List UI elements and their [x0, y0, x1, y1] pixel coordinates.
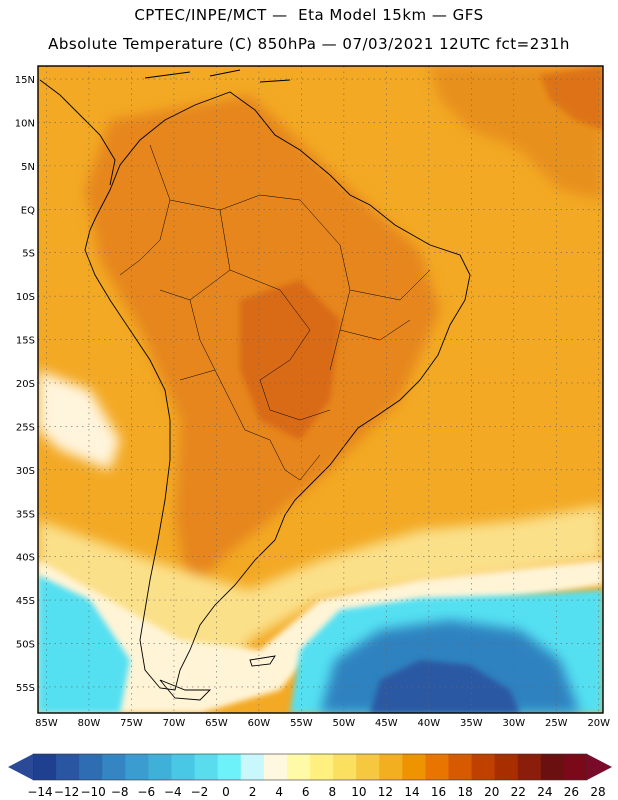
- colorbar-cell: [494, 754, 519, 780]
- colorbar-tick-label: −12: [54, 785, 79, 799]
- colorbar-cell: [310, 754, 334, 780]
- map-frame: [37, 65, 604, 714]
- lon-label: 20W: [587, 718, 610, 729]
- lat-label: 50S: [16, 640, 35, 651]
- colorbar-cell: [56, 754, 80, 780]
- lat-label: 45S: [16, 596, 35, 607]
- lon-label: 70W: [163, 718, 186, 729]
- colorbar-tick-label: 2: [249, 785, 257, 799]
- colorbar-cell: [102, 754, 126, 780]
- colorbar-cell: [217, 754, 242, 780]
- lon-label: 30W: [502, 718, 525, 729]
- lat-labels: 15N 10N 5N EQ 5S 10S 15S 20S 25S 30S 35S 40S 45S 50S 5…: [15, 75, 35, 694]
- colorbar-cell: [563, 754, 588, 780]
- lon-label: 60W: [248, 718, 271, 729]
- colorbar-tick-label: 26: [564, 785, 579, 799]
- colorbar-over-arrow: [587, 754, 612, 780]
- colorbar-tick-label: 4: [275, 785, 283, 799]
- lat-label: 15N: [15, 75, 35, 86]
- colorbar-tick-label: 6: [302, 785, 310, 799]
- lon-label: 80W: [78, 718, 101, 729]
- lon-label: 65W: [205, 718, 228, 729]
- lon-label: 25W: [545, 718, 568, 729]
- colorbar-cells: [32, 753, 588, 781]
- colorbar-tick-label: −14: [27, 785, 52, 799]
- colorbar-tick-label: −2: [191, 785, 209, 799]
- colorbar-tick-label: −6: [137, 785, 155, 799]
- lat-label: 10S: [16, 292, 35, 303]
- colorbar-tick-label: 22: [511, 785, 526, 799]
- colorbar-cell: [125, 754, 149, 780]
- south-america-coastline: [84, 91, 471, 691]
- colorbar-cell: [171, 754, 196, 780]
- colorbar-cell: [263, 754, 288, 780]
- colorbar-under-arrow: [8, 754, 33, 780]
- country-borders: [119, 144, 431, 481]
- lat-label: 10N: [15, 118, 35, 129]
- central-america: [39, 79, 116, 186]
- colorbar-cell: [33, 754, 57, 780]
- lon-label: 45W: [375, 718, 398, 729]
- pale-band-west: [38, 370, 120, 470]
- colorbar-tick-label: −4: [164, 785, 182, 799]
- colorbar-tick-label: 12: [378, 785, 393, 799]
- colorbar-tick-label: 0: [222, 785, 230, 799]
- lat-label: 40S: [16, 553, 35, 564]
- colorbar-cell: [194, 754, 219, 780]
- colorbar-cell: [540, 754, 565, 780]
- falklands: [249, 655, 276, 667]
- lat-label: 25S: [16, 422, 35, 433]
- deep-cold-core: [370, 660, 520, 713]
- colorbar-cell: [402, 754, 426, 780]
- colorbar-tick-label: 14: [404, 785, 419, 799]
- colorbar-cell: [379, 754, 403, 780]
- colorbar-cell: [286, 754, 311, 780]
- colorbar-cell: [356, 754, 380, 780]
- lon-label: 55W: [290, 718, 313, 729]
- colorbar-tick-label: −8: [111, 785, 129, 799]
- colorbar-cell: [148, 754, 172, 780]
- coastline-layer: [39, 69, 471, 701]
- graticule: [38, 66, 603, 713]
- colorbar-cell: [425, 754, 449, 780]
- lat-label: 30S: [16, 466, 35, 477]
- colorbar-tick-label: 24: [537, 785, 552, 799]
- lon-label: 85W: [35, 718, 58, 729]
- colorbar-tick-label: 20: [484, 785, 499, 799]
- chart-title-line2: Absolute Temperature (C) 850hPa — 07/03/…: [48, 35, 570, 53]
- colorbar-tick-label: 8: [328, 785, 336, 799]
- borders-layer: [119, 144, 431, 481]
- colorbar-cell: [240, 754, 265, 780]
- lon-labels: 85W 80W 75W 70W 65W 60W 55W 50W 45W 40W 35W 30W 25W 2…: [35, 718, 610, 729]
- caribbean-islands: [144, 69, 291, 83]
- lat-label: 5S: [22, 249, 35, 260]
- colorbar-cell: [471, 754, 496, 780]
- colorbar-tick-label: 18: [458, 785, 473, 799]
- lat-label: EQ: [21, 205, 35, 216]
- lat-label: 15S: [16, 336, 35, 347]
- lon-label: 75W: [120, 718, 143, 729]
- colorbar-tick-label: 28: [590, 785, 605, 799]
- lon-label: 50W: [333, 718, 356, 729]
- lat-label: 20S: [16, 379, 35, 390]
- lat-label: 5N: [21, 162, 35, 173]
- tierra-del-fuego: [159, 679, 212, 701]
- colorbar-tick-label: 16: [431, 785, 446, 799]
- colorbar-tick-label: −10: [80, 785, 105, 799]
- colorbar-tick-label: 10: [351, 785, 366, 799]
- chart-title-line1: CPTEC/INPE/MCT — Eta Model 15km — GFS: [134, 6, 484, 24]
- lon-label: 35W: [460, 718, 483, 729]
- hot-atlantic-patch: [540, 66, 603, 130]
- colorbar-tick-labels: −14 −12 −10 −8 −6 −4 −2 0 2 4 6 8 10 12 14 16 18 20 22 24 26…: [27, 785, 605, 799]
- colorbar-cell: [333, 754, 357, 780]
- lat-label: 35S: [16, 509, 35, 520]
- colorbar-cell: [517, 754, 542, 780]
- colorbar-cell: [448, 754, 473, 780]
- colorbar-cell: [79, 754, 103, 780]
- lon-label: 40W: [418, 718, 441, 729]
- lat-label: 55S: [16, 683, 35, 694]
